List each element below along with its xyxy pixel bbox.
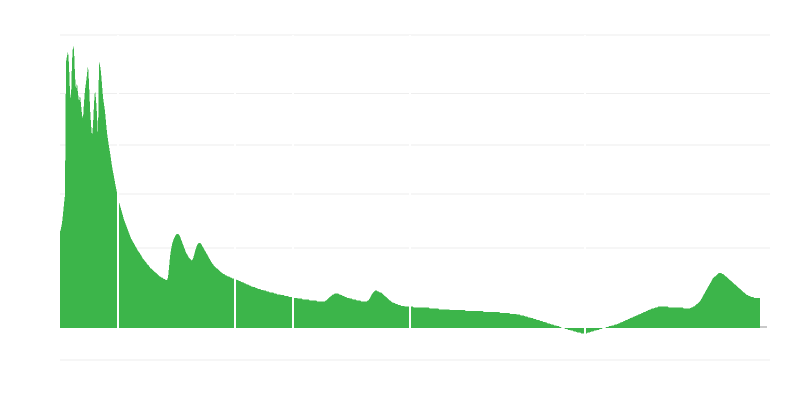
data-gap-line [408,35,412,340]
tail-stub [760,326,767,328]
series-layer [60,45,760,334]
data-gap-line [116,35,120,340]
series-tail-stub [760,326,767,328]
data-gap-line [291,35,295,340]
data-gap-line [583,35,587,340]
data-gap-line [233,35,237,340]
series-area-volume [60,45,760,334]
data-gap-lines [116,35,587,340]
